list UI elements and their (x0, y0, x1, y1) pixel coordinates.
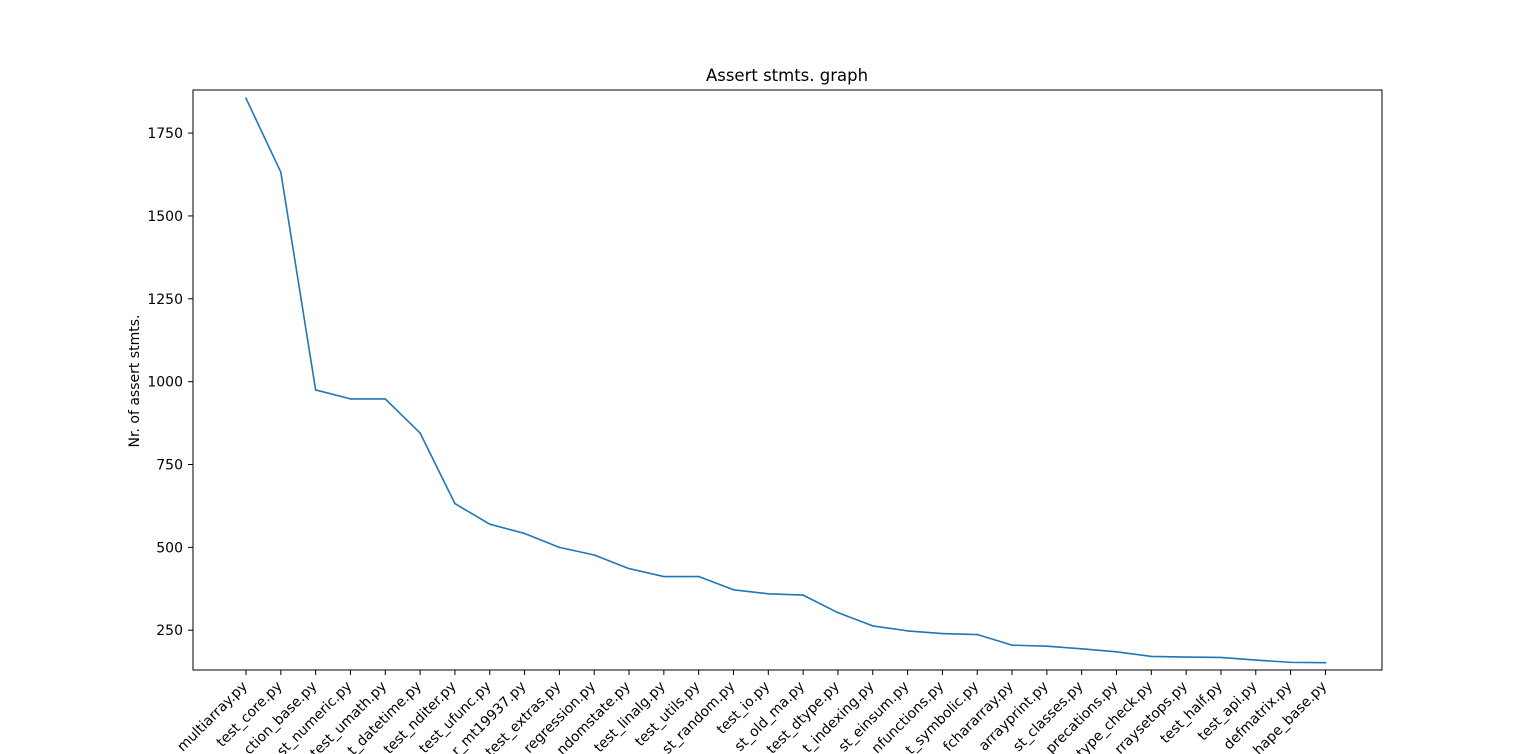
data-point (1115, 650, 1118, 653)
y-tick-label: 1000 (147, 375, 183, 391)
data-point (558, 546, 561, 549)
chart-title: Assert stmts. graph (706, 66, 868, 85)
data-point (663, 575, 665, 578)
data-point (454, 502, 456, 505)
data-point (245, 97, 247, 100)
plot-area (244, 97, 1327, 664)
data-point (523, 532, 526, 535)
y-tick-label: 1500 (147, 209, 183, 225)
data-point (1046, 645, 1048, 647)
series-line (244, 97, 1327, 664)
y-tick-label: 1250 (147, 292, 183, 308)
data-point (802, 594, 804, 596)
data-point (593, 554, 595, 556)
data-point (1185, 656, 1187, 658)
data-point (1324, 661, 1327, 664)
data-point (488, 523, 491, 525)
data-point (280, 171, 282, 173)
y-axis: 250 500 750 1000 1250 1500 1750 (147, 126, 193, 639)
data-point (1220, 656, 1222, 659)
data-point (976, 633, 979, 636)
data-point (837, 611, 839, 614)
y-tick-label: 500 (156, 540, 183, 556)
data-point (941, 632, 944, 635)
data-point (1150, 655, 1153, 658)
data-point (1289, 661, 1292, 664)
plot-frame (192, 89, 1383, 671)
data-point (384, 398, 387, 400)
data-point (732, 588, 735, 591)
data-point (767, 592, 770, 595)
data-point (419, 432, 421, 434)
data-point (697, 575, 700, 578)
data-point (906, 630, 909, 632)
data-point (628, 567, 630, 570)
data-point (349, 398, 352, 400)
y-tick-label: 1750 (147, 126, 183, 142)
data-point (1254, 659, 1257, 661)
data-point (1011, 644, 1013, 646)
data-point (314, 389, 317, 391)
data-point (871, 625, 874, 627)
y-tick-label: 750 (156, 458, 183, 474)
data-point (1080, 647, 1083, 650)
y-tick-label: 250 (156, 623, 183, 639)
y-axis-label: Nr. of assert stmts. (127, 315, 143, 448)
